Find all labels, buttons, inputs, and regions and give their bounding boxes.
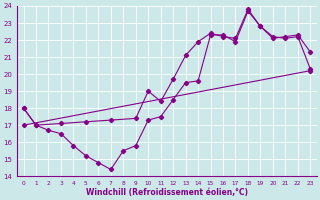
X-axis label: Windchill (Refroidissement éolien,°C): Windchill (Refroidissement éolien,°C) <box>86 188 248 197</box>
